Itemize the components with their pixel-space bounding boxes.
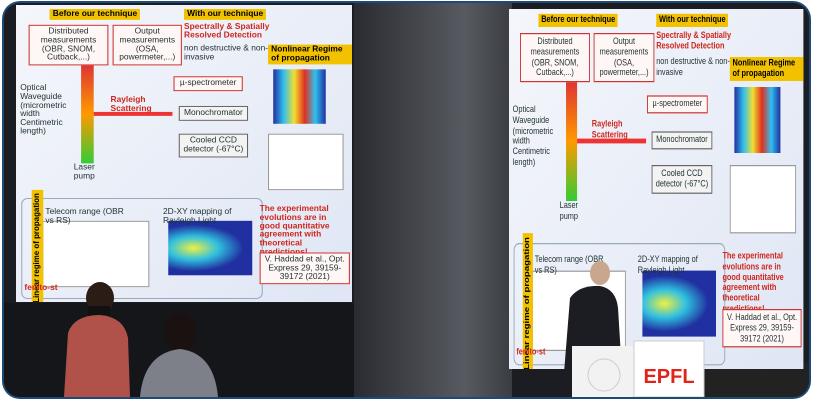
slide: Linear regime of propagation Before our t… <box>509 9 804 369</box>
slide-text: Rayleigh Scattering <box>110 95 152 113</box>
slide-text: µ-spectrometer <box>173 76 243 91</box>
slide-text: The experimental evolutions are in good … <box>259 203 330 256</box>
slide-text: femto-st <box>516 346 546 357</box>
slide-text: non destructive & non-invasive <box>656 55 730 78</box>
slide-text: The experimental evolutions are in good … <box>722 250 784 313</box>
slide-text: Nonlinear Regime of propagation <box>268 44 352 64</box>
heatmap <box>734 87 781 153</box>
slide-text: Spectrally & Spatially Resolved Detectio… <box>656 29 732 51</box>
heatmap <box>168 220 253 276</box>
heatmap <box>273 69 326 124</box>
slide-text: With our technique <box>184 8 267 20</box>
slide-text: Optical Waveguide (micrometric width Cen… <box>20 83 67 136</box>
plot <box>268 133 344 191</box>
mask <box>88 306 110 316</box>
slide-text: non destructive & non-invasive <box>184 43 269 62</box>
slide-text: Monochromator <box>651 131 713 150</box>
beam <box>93 111 173 116</box>
slide-text: Optical Waveguide (micrometric width Cen… <box>512 103 554 168</box>
plot <box>42 220 150 288</box>
people: EPFL <box>64 261 705 397</box>
plot <box>729 165 797 234</box>
waveguide-bar <box>81 64 94 164</box>
slide-text: Monochromator <box>178 105 249 121</box>
slide-text: Before our technique <box>538 13 618 27</box>
slide-text: Distributed measurements (OBR, SNOM, Cut… <box>520 33 590 83</box>
slide: Linear regime of propagation Before our t… <box>16 5 352 302</box>
panel <box>21 198 263 300</box>
slide-text: Output measurements (OSA, powermeter,...… <box>593 33 655 83</box>
slide-text: Telecom range (OBR vs RS) <box>534 253 604 276</box>
heatmap <box>642 270 716 337</box>
waveguide-bar <box>566 81 578 201</box>
slide-text: V. Haddad et al., Opt. Express 29, 39159… <box>259 252 350 285</box>
slide-text: With our technique <box>656 13 729 27</box>
slide-text: Laser pump <box>73 162 95 181</box>
wall <box>354 3 512 397</box>
slide-text: Distributed measurements (OBR, SNOM, Cut… <box>28 24 109 66</box>
slide-text: femto-st <box>24 283 58 293</box>
head <box>590 261 610 285</box>
head <box>164 313 196 353</box>
slide-text: Cooled CCD detector (-67°C) <box>178 133 249 158</box>
slide-text: V. Haddad et al., Opt. Express 29, 39159… <box>722 309 802 348</box>
slide-text: Cooled CCD detector (-67°C) <box>651 165 713 194</box>
slide-text: Before our technique <box>49 8 141 20</box>
podium-logo <box>587 358 621 392</box>
slide-text: Nonlinear Regime of propagation <box>729 57 804 81</box>
slide-text: Rayleigh Scattering <box>591 118 628 140</box>
slide-text: µ-spectrometer <box>647 95 708 114</box>
slide-text: 2D-XY mapping of Rayleigh Light <box>637 253 698 276</box>
slide-text: 2D-XY mapping of Rayleigh Light <box>163 206 232 225</box>
slide-text: Spectrally & Spatially Resolved Detectio… <box>184 21 270 40</box>
person <box>140 349 218 397</box>
slide-text: Output measurements (OSA, powermeter,...… <box>112 24 182 66</box>
photo: Linear regime of propagation Before our t… <box>4 3 809 397</box>
beam <box>577 138 647 144</box>
slide-text: Laser pump <box>559 199 579 222</box>
podium-front <box>633 340 705 397</box>
person <box>64 315 130 397</box>
slide-text: Telecom range (OBR vs RS) <box>45 206 124 225</box>
podium-text: EPFL <box>643 366 694 388</box>
